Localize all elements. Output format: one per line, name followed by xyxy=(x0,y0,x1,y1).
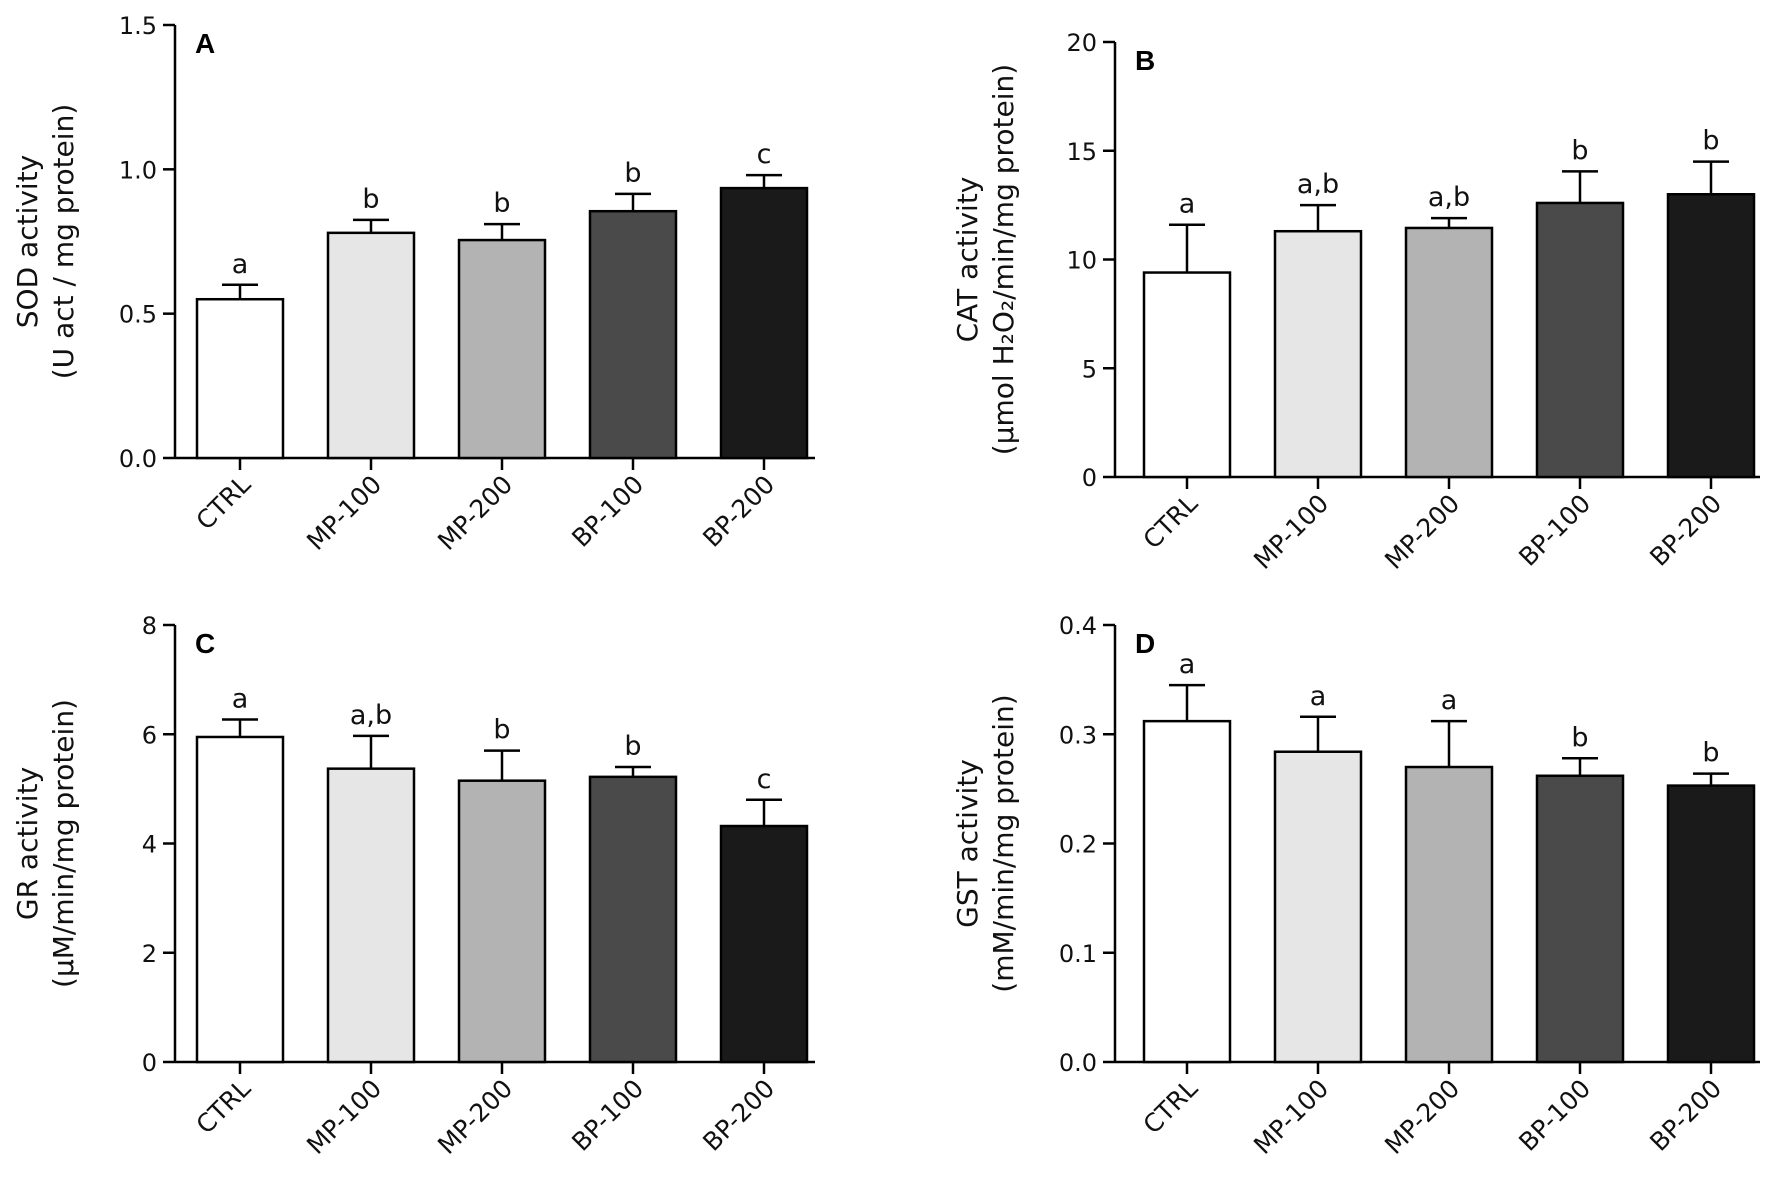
significance-label: a,b xyxy=(1297,169,1339,200)
category-label: CTRL xyxy=(190,470,256,536)
y-tick-label: 0.2 xyxy=(1059,831,1097,859)
significance-label: a xyxy=(1441,685,1458,716)
bar-ctrl xyxy=(195,735,285,1064)
significance-label: b xyxy=(1571,135,1588,166)
bar-bp-100 xyxy=(588,775,678,1064)
y-tick-label: 8 xyxy=(142,612,157,640)
category-label: MP-200 xyxy=(1379,489,1465,575)
bar-mp-100 xyxy=(1273,229,1363,479)
category-label: MP-100 xyxy=(301,470,387,556)
panel-letter: A xyxy=(195,28,215,59)
panel-a: 0.0 0.5 1.0 1.5 a CTRL b MP-100 b MP-200 b BP-100 c B… xyxy=(11,12,815,556)
significance-label: b xyxy=(1702,738,1719,769)
category-label: MP-100 xyxy=(1248,1074,1334,1160)
category-label: BP-100 xyxy=(566,1074,649,1157)
y-axis-title: GR activity xyxy=(11,767,44,920)
y-tick-label: 1.5 xyxy=(119,12,157,40)
y-tick-label: 0.4 xyxy=(1059,612,1097,640)
category-label: CTRL xyxy=(1137,489,1203,555)
bar-bp-200 xyxy=(1666,193,1756,479)
y-tick-label: 0.0 xyxy=(119,445,157,473)
category-label: BP-200 xyxy=(1644,1074,1727,1157)
y-tick-label: 0 xyxy=(1082,464,1097,492)
significance-label: b xyxy=(624,158,641,189)
category-label: BP-200 xyxy=(697,1074,780,1157)
category-label: MP-200 xyxy=(432,470,518,556)
significance-label: c xyxy=(757,139,772,170)
bar-mp-100 xyxy=(1273,750,1363,1064)
y-axis-title: GST activity xyxy=(951,759,984,928)
bar-mp-200 xyxy=(1404,226,1494,479)
significance-label: b xyxy=(1702,126,1719,157)
y-tick-label: 5 xyxy=(1082,355,1097,383)
significance-label: a xyxy=(1310,681,1327,712)
y-axis-unit: (µM/min/mg protein) xyxy=(47,699,80,988)
bar-ctrl xyxy=(1142,719,1232,1064)
y-tick-label: 10 xyxy=(1066,247,1097,275)
significance-label: a,b xyxy=(1428,182,1470,213)
y-tick-label: 0.5 xyxy=(119,301,157,329)
y-tick-label: 15 xyxy=(1066,138,1097,166)
panel-d: 0.0 0.1 0.2 0.3 0.4 a CTRL a MP-100 a MP-200 b BP-10… xyxy=(951,612,1760,1160)
category-label: CTRL xyxy=(190,1074,256,1140)
bar-bp-200 xyxy=(719,824,809,1064)
category-label: BP-200 xyxy=(1644,489,1727,572)
y-tick-label: 1.0 xyxy=(119,156,157,184)
category-label: BP-100 xyxy=(566,470,649,553)
significance-label: b xyxy=(1571,722,1588,753)
panel-b: 0 5 10 15 20 a CTRL a,b MP-100 a,b MP-200 b BP-100 b B… xyxy=(951,29,1760,575)
bar-mp-100 xyxy=(326,767,416,1064)
significance-label: a xyxy=(232,249,249,280)
y-tick-label: 20 xyxy=(1066,29,1097,57)
significance-label: b xyxy=(493,715,510,746)
y-tick-label: 0.0 xyxy=(1059,1049,1097,1077)
bar-bp-200 xyxy=(719,186,809,460)
y-tick-label: 2 xyxy=(142,940,157,968)
significance-label: b xyxy=(362,184,379,215)
bar-bp-100 xyxy=(588,209,678,460)
significance-label: a xyxy=(232,684,249,715)
category-label: MP-200 xyxy=(432,1074,518,1160)
category-label: MP-100 xyxy=(301,1074,387,1160)
bar-bp-200 xyxy=(1666,784,1756,1064)
y-axis-title: CAT activity xyxy=(951,177,984,343)
y-axis-title: SOD activity xyxy=(11,155,44,328)
significance-label: b xyxy=(624,731,641,762)
significance-label: a xyxy=(1179,189,1196,220)
significance-label: a,b xyxy=(350,700,392,731)
significance-label: a xyxy=(1179,649,1196,680)
y-tick-label: 0.1 xyxy=(1059,940,1097,968)
y-tick-label: 6 xyxy=(142,721,157,749)
panel-letter: C xyxy=(195,628,215,659)
category-label: CTRL xyxy=(1137,1074,1203,1140)
category-label: BP-100 xyxy=(1513,1074,1596,1157)
bar-bp-100 xyxy=(1535,201,1625,479)
category-label: BP-100 xyxy=(1513,489,1596,572)
bar-bp-100 xyxy=(1535,774,1625,1064)
bar-mp-200 xyxy=(1404,765,1494,1064)
category-label: BP-200 xyxy=(697,470,780,553)
panel-letter: D xyxy=(1135,628,1155,659)
category-label: MP-100 xyxy=(1248,489,1334,575)
y-tick-label: 0.3 xyxy=(1059,721,1097,749)
bar-ctrl xyxy=(195,297,285,460)
significance-label: b xyxy=(493,188,510,219)
y-axis-unit: (mM/min/mg protein) xyxy=(987,694,1020,992)
bar-mp-100 xyxy=(326,231,416,460)
bar-mp-200 xyxy=(457,779,547,1064)
significance-label: c xyxy=(757,764,772,795)
y-axis-unit: (U act / mg protein) xyxy=(47,104,80,380)
bar-mp-200 xyxy=(457,238,547,460)
category-label: MP-200 xyxy=(1379,1074,1465,1160)
panel-c: 0 2 4 6 8 a CTRL a,b MP-100 b MP-200 b BP-100 c BP-200… xyxy=(11,612,815,1160)
panel-letter: B xyxy=(1135,45,1155,76)
y-tick-label: 0 xyxy=(142,1049,157,1077)
bar-ctrl xyxy=(1142,271,1232,479)
y-axis-unit: (µmol H₂O₂/min/mg protein) xyxy=(987,64,1020,455)
y-tick-label: 4 xyxy=(142,831,157,859)
